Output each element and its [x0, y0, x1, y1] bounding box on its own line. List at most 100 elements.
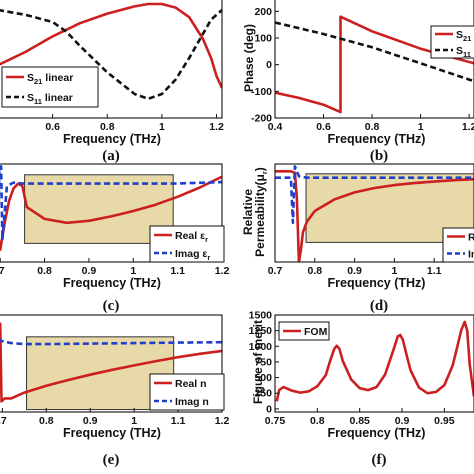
x-tick-label: 0.8: [365, 121, 380, 133]
x-tick-label: 1: [159, 121, 165, 133]
y-axis-label: Permeability(μr): [253, 167, 269, 257]
x-tick-label: 0.9: [395, 415, 410, 427]
legend-box: [149, 373, 225, 411]
y-axis-label: Relative: [241, 189, 255, 235]
legend-box: [149, 225, 225, 263]
series-line-e-0: [0, 322, 222, 403]
x-tick-label: 1.2: [462, 121, 474, 133]
x-axis-label: Frequency (THz): [328, 426, 426, 440]
x-tick-label: 0.8: [310, 415, 325, 427]
x-tick-label: 1: [131, 415, 137, 427]
y-tick-label: 0: [266, 59, 272, 71]
series-line-f-0: [275, 320, 474, 402]
series-line-d-0: [275, 170, 474, 262]
legend-box: [430, 25, 474, 59]
x-tick-label: 1: [391, 265, 397, 277]
series-line-a-0: [0, 2, 222, 89]
legend-label: FOM: [304, 326, 328, 338]
axes-frame: [0, 0, 223, 119]
legend: S21 S11: [430, 25, 474, 59]
x-tick-label: 0.9: [83, 415, 98, 427]
panel-label: (d): [370, 298, 388, 314]
legend-sub: 11: [34, 97, 42, 106]
legend: S21 linear S11 linear: [1, 66, 99, 108]
panel-f: 0.75 0.8 0.85 0.9 0.95 0 250 500 750 1000 1250 1500…: [249, 310, 474, 468]
y-tick-label: 0: [266, 403, 272, 415]
y-tick-label: 200: [254, 6, 272, 18]
legend-box: [1, 66, 99, 108]
y-tick-label: 250: [254, 388, 272, 400]
legend: FOM: [278, 321, 330, 341]
y-tick-label: -200: [251, 113, 272, 125]
y-tick-label: 100: [254, 33, 272, 45]
x-tick-label: 1: [130, 265, 136, 277]
axes-frame: [0, 314, 223, 413]
legend-text: S: [27, 92, 34, 104]
x-tick-label: 0.75: [265, 415, 286, 427]
axes-frame: [274, 314, 474, 413]
axes-frame: [274, 0, 474, 119]
legend-text: Rea: [468, 231, 474, 243]
legend-text: Ima: [468, 248, 474, 260]
legend-text: S: [456, 29, 463, 41]
legend-label: Ima: [468, 248, 474, 260]
legend-text: FOM: [304, 326, 328, 338]
x-axis-label: Frequency (THz): [328, 132, 426, 146]
panel-label: (c): [103, 298, 120, 314]
legend-text: Imag ε: [175, 248, 207, 260]
legend-label: S11 linear: [27, 92, 73, 106]
y-tick-label: -100: [251, 86, 272, 98]
legend: Rea Ima: [442, 227, 474, 263]
x-tick-label: 1.2: [209, 121, 224, 133]
legend-text: Imag n: [175, 396, 209, 408]
x-tick-label: 0.8: [100, 121, 115, 133]
legend-text: Real ε: [175, 230, 205, 242]
x-axis-label: Frequency (THz): [63, 132, 161, 146]
x-tick-label: 1.1: [170, 265, 185, 277]
legend-label: S21: [456, 29, 471, 43]
x-tick-label: 1.2: [215, 265, 230, 277]
legend-text: Real n: [175, 378, 207, 390]
y-axis-label: Figure of merit: [251, 320, 265, 404]
y-axis-label: Phase (deg): [242, 24, 256, 92]
legend-box: [442, 227, 474, 263]
x-tick-label: 0.6: [316, 121, 331, 133]
series-line-c-1: [0, 165, 222, 242]
series-line-a-1: [0, 9, 222, 101]
series-line-b-1: [275, 21, 474, 83]
x-tick-label: 1.2: [215, 415, 230, 427]
panel-label: (a): [102, 148, 120, 164]
y-tick-label: 750: [254, 356, 272, 368]
legend-label: Imag εr: [175, 248, 210, 262]
x-tick-label: 1.1: [171, 415, 186, 427]
y-axis-label-end: ): [253, 167, 267, 171]
panel-label: (f): [372, 452, 387, 468]
x-tick-label: 0.4: [268, 121, 283, 133]
series-line-d-1: [275, 165, 474, 225]
x-tick-label: 0.8: [39, 415, 54, 427]
legend-box: [278, 321, 330, 341]
x-tick-label: 0.9: [82, 265, 97, 277]
legend-text: S: [456, 45, 463, 57]
axes-frame: [274, 163, 474, 263]
legend: Real n Imag n: [149, 373, 225, 411]
legend-label: S11: [456, 45, 471, 59]
x-axis-label: Frequency (THz): [328, 276, 426, 290]
series-line-b-0: [275, 15, 474, 114]
legend-sub: 21: [463, 34, 471, 43]
x-tick-label: 1: [418, 121, 424, 133]
series-line-e-1: [0, 338, 222, 346]
x-tick-label: 0.7: [268, 265, 283, 277]
y-tick-label: 1000: [249, 341, 273, 353]
panel-b: 0.4 0.6 0.8 1 1.2 -200 -100 0 100 200 Frequency (T…: [242, 0, 474, 164]
x-tick-label: .7: [0, 265, 5, 277]
x-tick-label: 0.8: [307, 265, 322, 277]
legend-suffix: linear: [42, 72, 73, 84]
legend-label: Rea: [468, 231, 474, 243]
legend-label: S21 linear: [27, 72, 73, 86]
x-tick-label: .7: [0, 415, 7, 427]
x-axis-label: Frequency (THz): [63, 426, 161, 440]
